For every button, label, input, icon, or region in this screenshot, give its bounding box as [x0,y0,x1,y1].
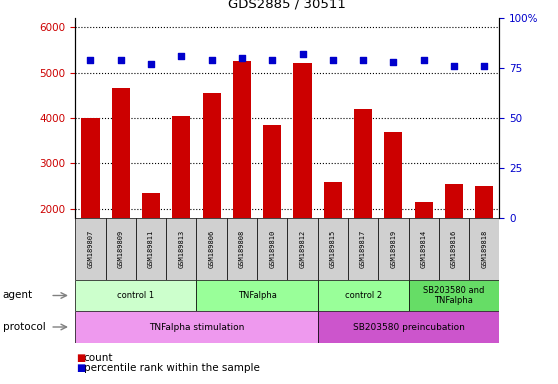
Text: control 1: control 1 [117,291,155,300]
Bar [469,218,499,280]
Point [116,57,125,63]
Bar [227,218,257,280]
Bar [196,218,227,280]
Bar [105,218,136,280]
Text: GSM189809: GSM189809 [118,230,124,268]
Text: SB203580 and
TNFalpha: SB203580 and TNFalpha [424,286,485,305]
Text: GSM189818: GSM189818 [481,230,487,268]
Point [450,63,459,69]
Point [86,57,95,63]
Bar [136,218,166,280]
Bar [318,280,408,311]
Bar [142,193,160,300]
Text: GSM189819: GSM189819 [391,230,396,268]
Text: GSM189807: GSM189807 [88,230,94,268]
Text: TNFalpha stimulation: TNFalpha stimulation [149,323,244,331]
Point [389,59,398,65]
Bar [172,116,190,300]
Point [207,57,216,63]
Bar [196,280,318,311]
Text: GSM189808: GSM189808 [239,230,245,268]
Bar [257,218,287,280]
Text: control 2: control 2 [344,291,382,300]
Bar [318,311,499,343]
Bar [75,280,196,311]
Text: GSM189813: GSM189813 [179,230,184,268]
Bar [475,186,493,300]
Bar [75,311,318,343]
Text: percentile rank within the sample: percentile rank within the sample [84,363,259,373]
Bar [324,182,342,300]
Bar [445,184,463,300]
Text: GSM189817: GSM189817 [360,230,366,268]
Point [238,55,247,61]
Bar [439,218,469,280]
Text: count: count [84,353,113,363]
Text: GSM189816: GSM189816 [451,230,457,268]
Bar [318,218,348,280]
Bar [75,218,105,280]
Bar [408,218,439,280]
Bar [408,280,499,311]
Text: protocol: protocol [3,322,46,332]
Text: ■: ■ [76,353,86,363]
Bar [415,202,433,300]
Text: ■: ■ [76,363,86,373]
Text: SB203580 preincubation: SB203580 preincubation [353,323,464,331]
Bar [348,218,378,280]
Point [419,57,428,63]
Bar [378,218,408,280]
Bar [112,88,130,300]
Bar [233,61,251,300]
Point [359,57,368,63]
Text: GSM189815: GSM189815 [330,230,336,268]
Bar [81,118,99,300]
Bar [263,125,281,300]
Text: GSM189811: GSM189811 [148,230,154,268]
Bar [294,63,311,300]
Text: GDS2885 / 30511: GDS2885 / 30511 [228,0,347,10]
Text: TNFalpha: TNFalpha [238,291,277,300]
Text: GSM189810: GSM189810 [269,230,275,268]
Point [147,61,156,67]
Point [328,57,337,63]
Text: GSM189814: GSM189814 [421,230,427,268]
Point [268,57,277,63]
Text: GSM189812: GSM189812 [300,230,306,268]
Bar [384,132,402,300]
Point [177,53,186,59]
Text: agent: agent [3,291,33,301]
Bar [203,93,221,300]
Bar [354,109,372,300]
Point [480,63,489,69]
Bar [166,218,196,280]
Bar [287,218,318,280]
Text: GSM189806: GSM189806 [209,230,215,268]
Point [298,51,307,57]
